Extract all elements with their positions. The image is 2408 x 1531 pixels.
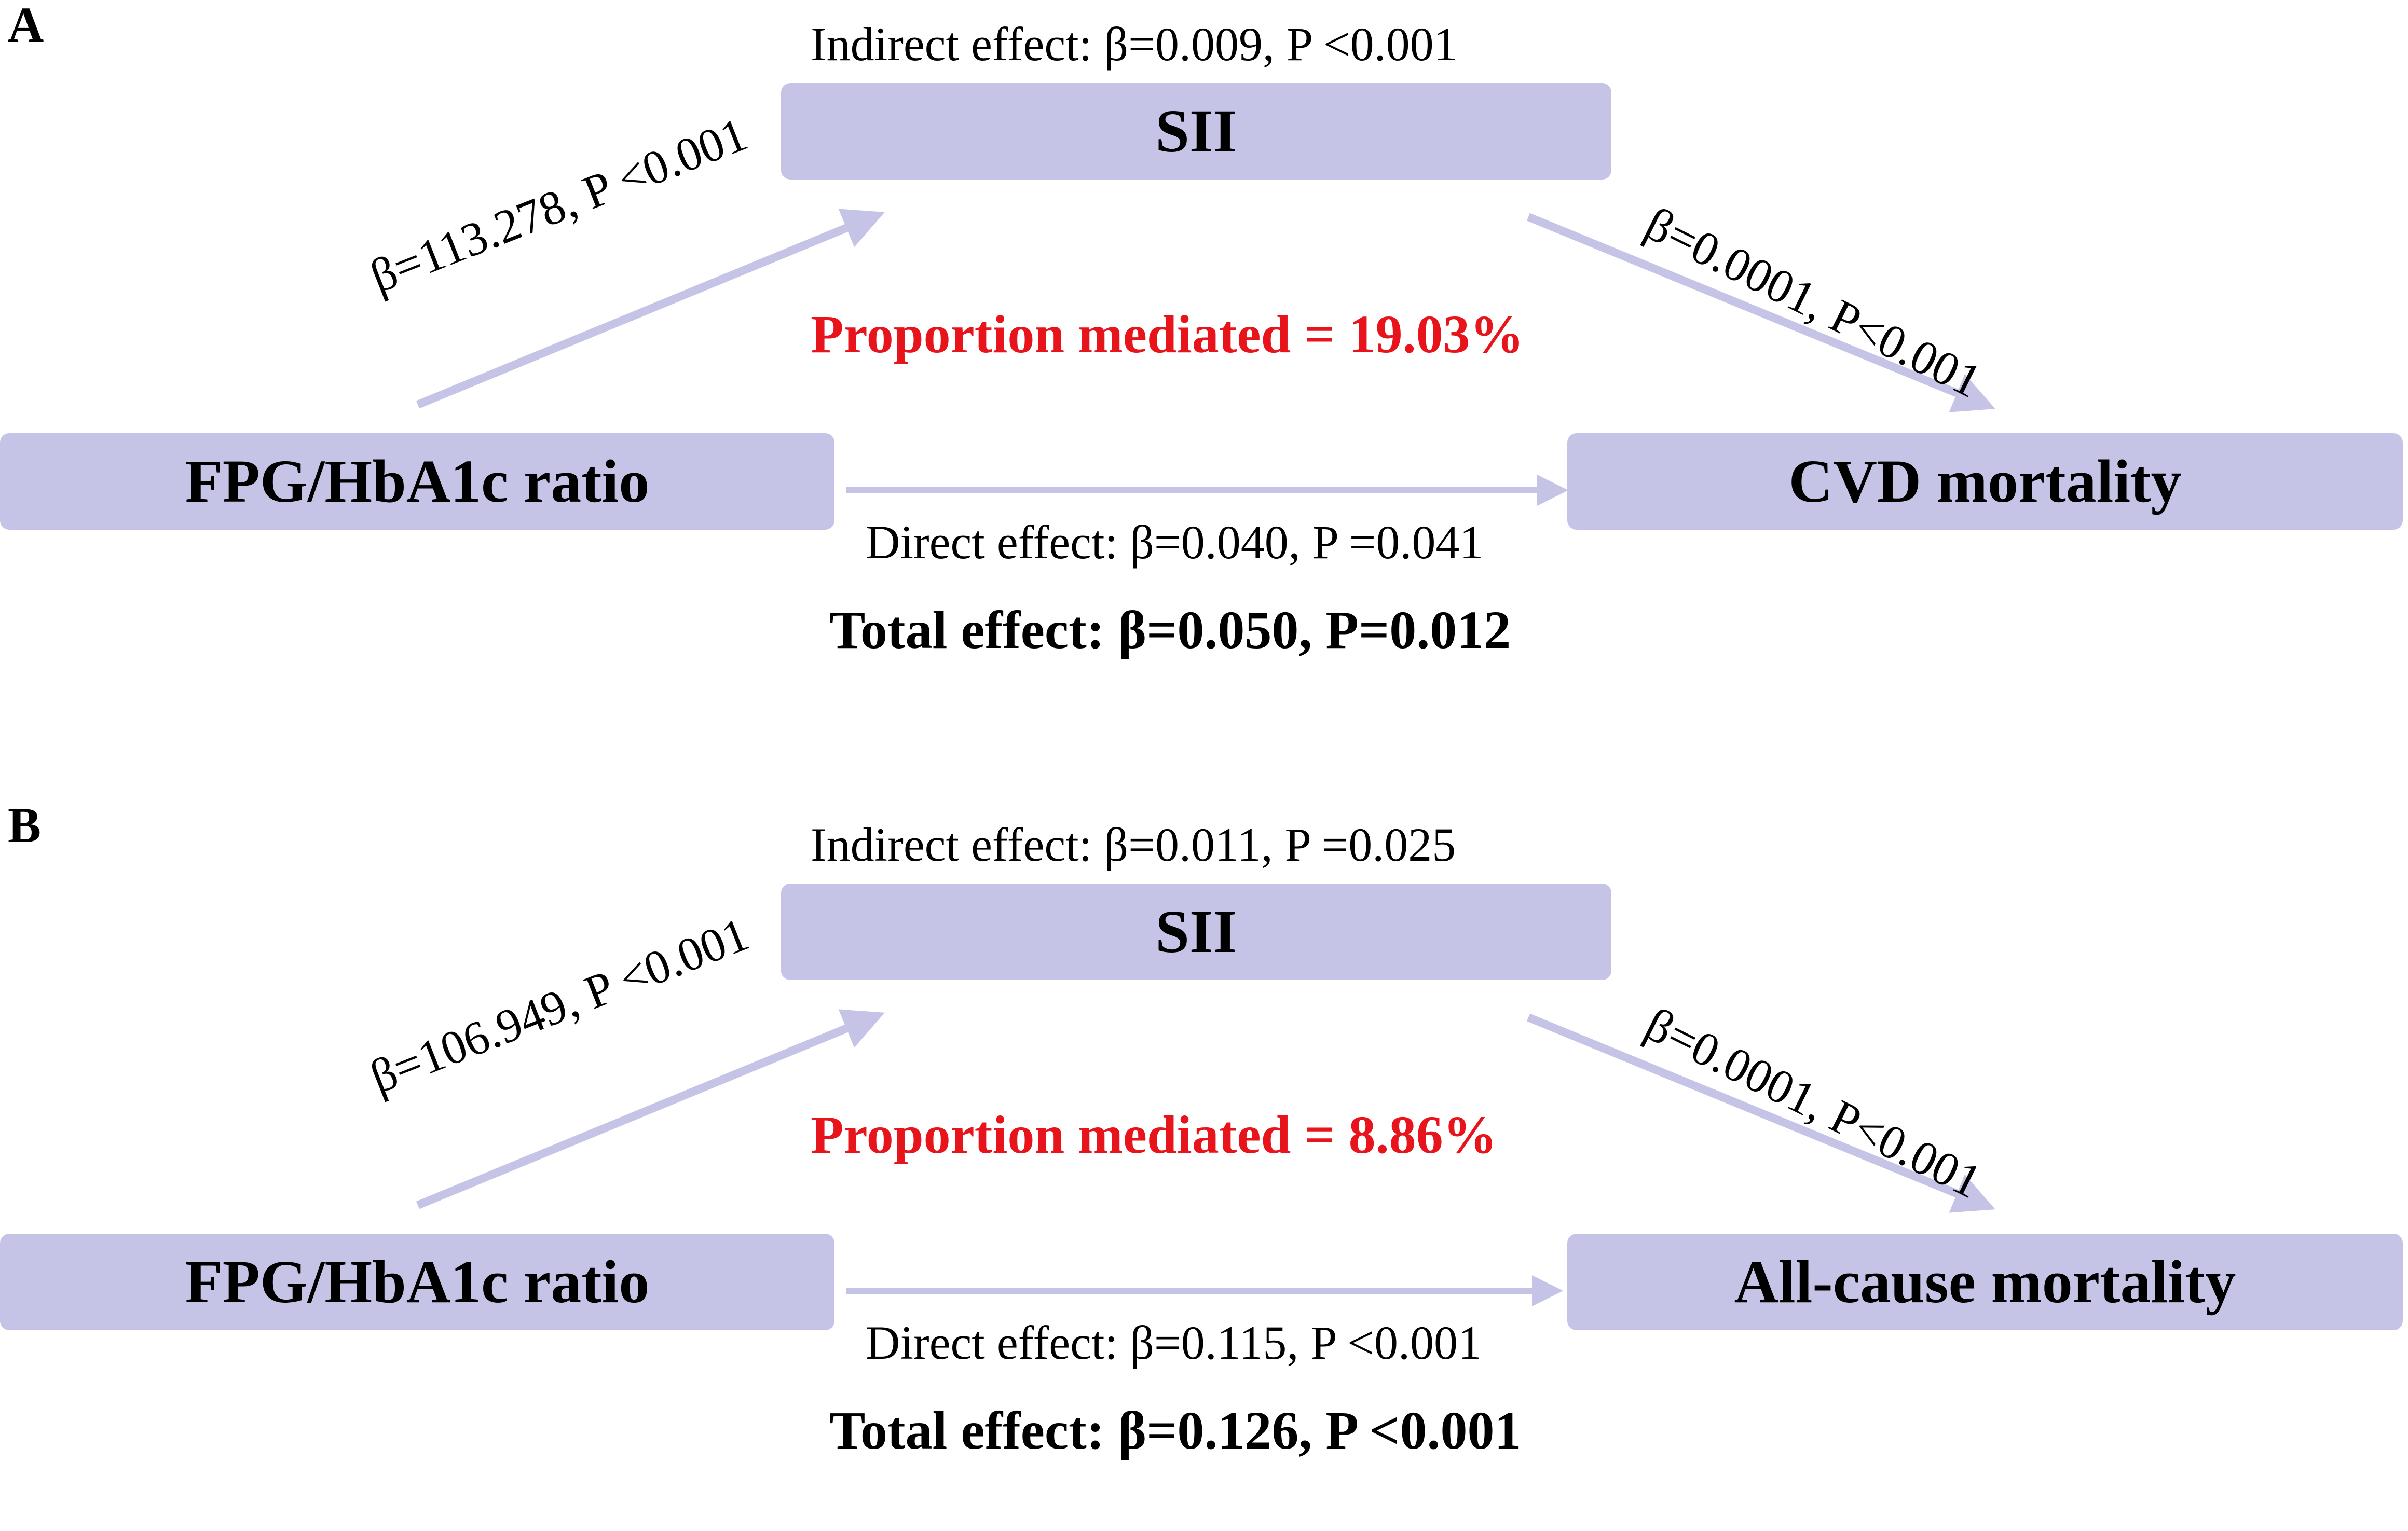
panel-b: B Indirect effect: β=0.011, P =0.025 SII… <box>0 801 2408 1531</box>
arrow-mediator-to-outcome <box>1526 1013 1995 1213</box>
exposure-box: FPG/HbA1c ratio <box>0 1234 834 1330</box>
panel-letter: A <box>8 0 44 52</box>
total-effect-label: Total effect: β=0.050, P=0.012 <box>829 600 1511 660</box>
arrow-exposure-to-mediator <box>416 1009 885 1209</box>
indirect-effect-label: Indirect effect: β=0.011, P =0.025 <box>811 818 1456 871</box>
exposure-box: FPG/HbA1c ratio <box>0 433 834 530</box>
arrow-mediator-to-outcome <box>1526 213 1995 412</box>
proportion-mediated-label: Proportion mediated = 8.86% <box>811 1105 1497 1165</box>
proportion-mediated-label: Proportion mediated = 19.03% <box>811 305 1524 364</box>
arrow-exposure-to-mediator <box>416 209 885 409</box>
mediator-box: SII <box>781 83 1611 180</box>
direct-effect-label: Direct effect: β=0.115, P <0.001 <box>866 1316 1482 1369</box>
outcome-box: CVD mortality <box>1567 433 2403 530</box>
panel-letter: B <box>8 797 42 853</box>
panel-a: A Indirect effect: β=0.009, P <0.001 SII… <box>0 0 2408 730</box>
mediator-box: SII <box>781 884 1611 980</box>
direct-effect-label: Direct effect: β=0.040, P =0.041 <box>866 516 1484 569</box>
panel-a-arrows <box>416 209 1995 506</box>
panel-b-arrows <box>416 1009 1995 1306</box>
total-effect-label: Total effect: β=0.126, P <0.001 <box>829 1401 1522 1460</box>
outcome-box: All-cause mortality <box>1567 1234 2403 1330</box>
indirect-effect-label: Indirect effect: β=0.009, P <0.001 <box>811 18 1458 71</box>
